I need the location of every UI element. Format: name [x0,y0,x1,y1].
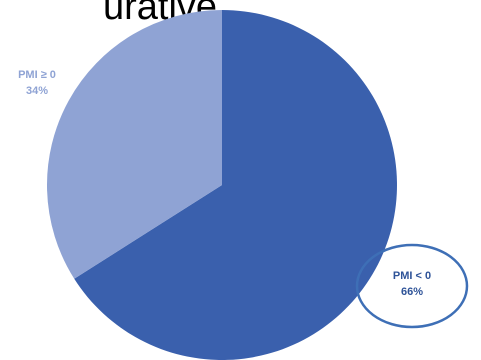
slice-percent-label: 66% [401,286,423,298]
pie-slice-pmi-nonnegative [46,9,223,279]
slice-category-label: PMI < 0 [393,270,431,282]
slice-category-label: PMI ≥ 0 [18,69,56,81]
slice-percent-label: 34% [26,85,48,97]
highlight-ring [355,243,469,329]
pie-slice-pmi-negative [74,10,397,360]
